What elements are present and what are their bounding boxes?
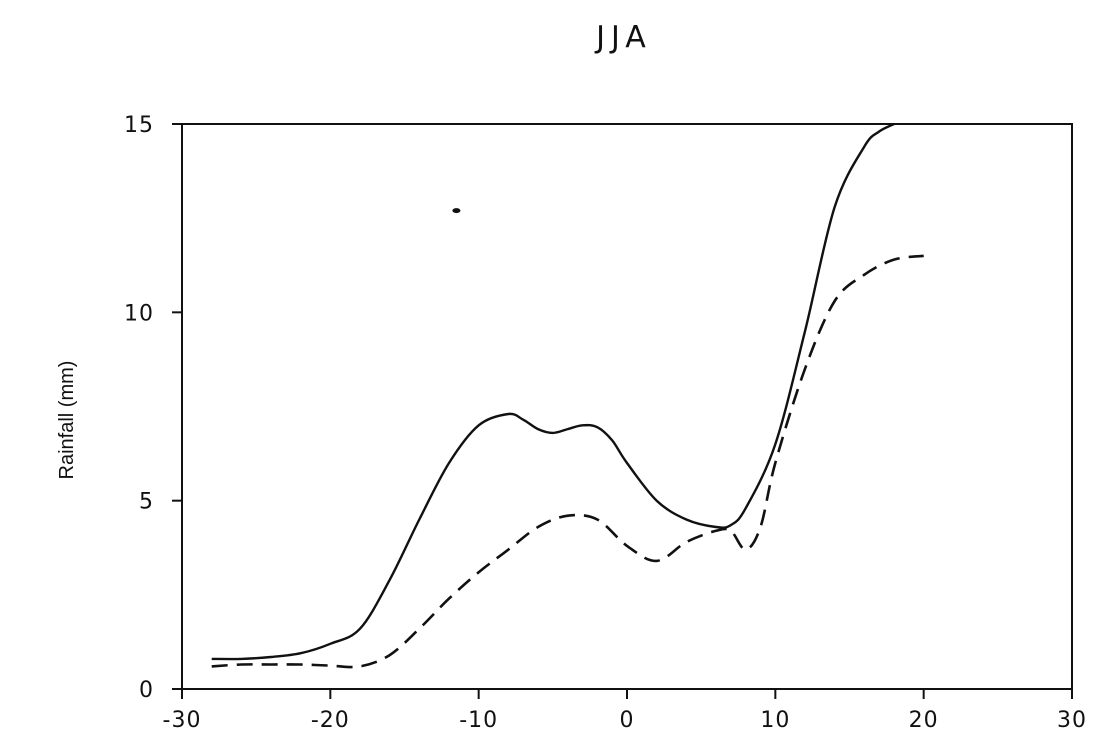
x-tick-labels: -30 -20 -10 0 10 20 30 [163, 708, 1087, 733]
stray-dot-mark [452, 208, 461, 214]
x-tick-label: 10 [760, 708, 790, 733]
x-tick-label: -20 [311, 708, 350, 733]
plot-frame [181, 123, 1073, 690]
dashed-series-line [211, 254, 924, 669]
x-tick-label: 30 [1057, 708, 1087, 733]
annotation-layer [452, 208, 461, 214]
y-tick-label: 0 [139, 678, 154, 703]
series-layer [211, 122, 924, 669]
y-axis-label: Rainfall (mm) [56, 361, 78, 480]
solid-series-line [211, 122, 895, 661]
x-tick-label: -10 [459, 708, 498, 733]
x-tick-label: -30 [163, 708, 202, 733]
x-tick-label: 20 [909, 708, 939, 733]
y-tick-label: 5 [139, 490, 154, 515]
y-tick-labels: 0 5 10 15 [124, 113, 154, 703]
y-tick-label: 15 [124, 113, 154, 138]
y-tick-label: 10 [124, 301, 154, 326]
tick-marks [172, 123, 1073, 699]
chart-title: JJA [594, 20, 652, 55]
x-tick-label: 0 [620, 708, 635, 733]
